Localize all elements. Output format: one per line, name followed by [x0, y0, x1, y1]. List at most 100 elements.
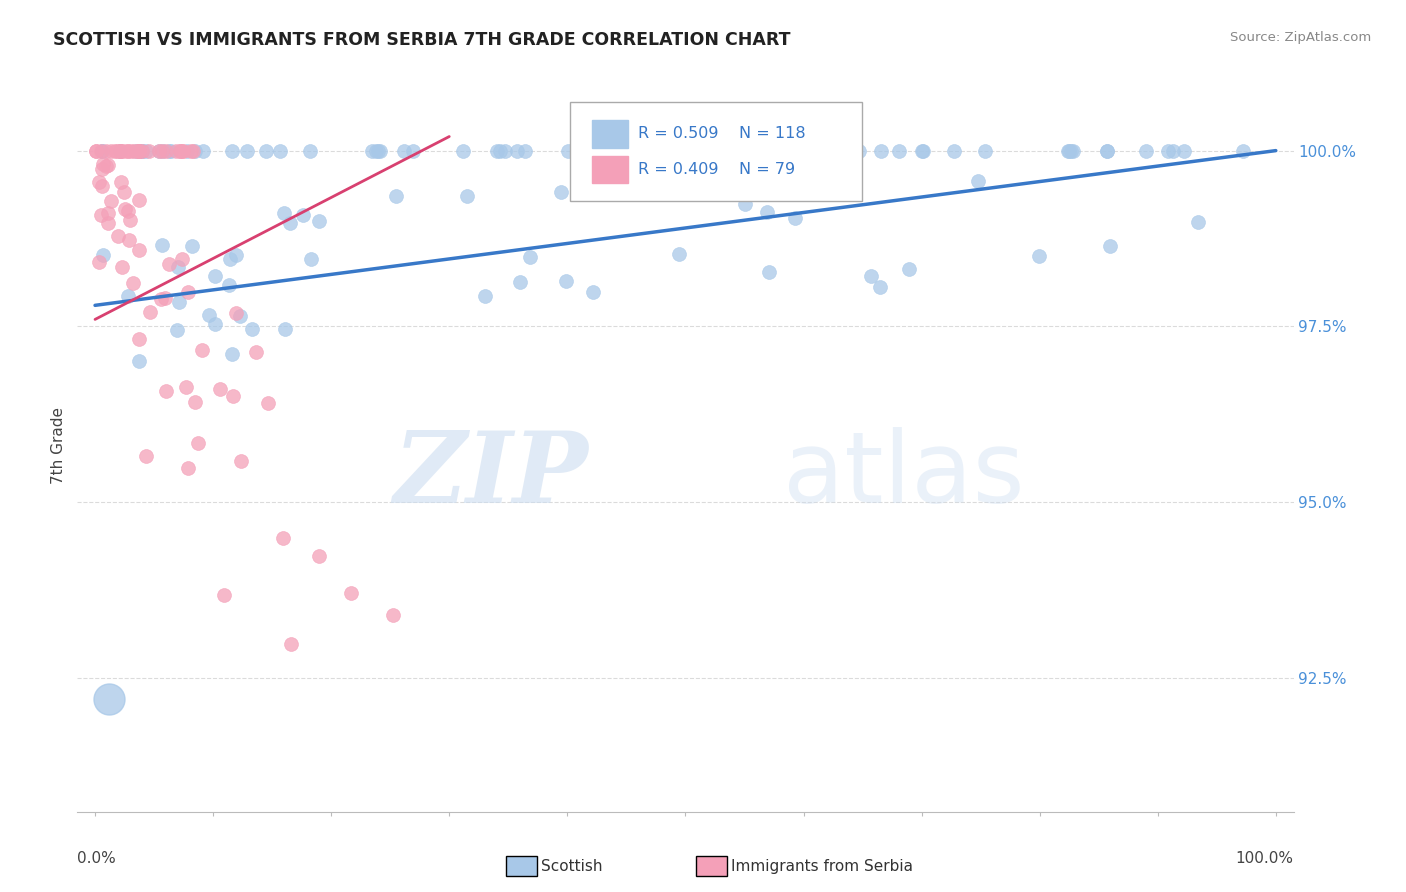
Point	[100, 194, 122, 208]
Point	[131, 144, 153, 158]
Point	[165, 144, 187, 158]
Point	[225, 305, 247, 319]
Text: atlas: atlas	[783, 426, 1025, 524]
FancyBboxPatch shape	[592, 155, 628, 184]
Point	[368, 144, 391, 158]
Text: SCOTTISH VS IMMIGRANTS FROM SERBIA 7TH GRADE CORRELATION CHART: SCOTTISH VS IMMIGRANTS FROM SERBIA 7TH G…	[53, 31, 792, 49]
Point	[107, 228, 129, 243]
Point	[848, 144, 870, 158]
Point	[485, 144, 508, 158]
Point	[117, 289, 139, 303]
Point	[758, 265, 780, 279]
Text: Immigrants from Serbia: Immigrants from Serbia	[731, 859, 912, 873]
Point	[292, 208, 315, 222]
Point	[114, 202, 136, 216]
Point	[869, 279, 891, 293]
Point	[727, 144, 749, 158]
Point	[131, 144, 153, 158]
Point	[1095, 144, 1118, 158]
Point	[97, 216, 120, 230]
Point	[112, 185, 135, 199]
Point	[274, 322, 297, 336]
Point	[172, 144, 194, 158]
Point	[1062, 144, 1084, 158]
Point	[105, 144, 128, 158]
Point	[897, 262, 920, 277]
Point	[229, 454, 252, 468]
Point	[128, 332, 150, 346]
Point	[153, 291, 176, 305]
Point	[84, 144, 107, 158]
Point	[110, 144, 132, 158]
Point	[110, 175, 132, 189]
Point	[1135, 144, 1157, 158]
Point	[135, 144, 157, 158]
Point	[138, 144, 160, 158]
Text: R = 0.409    N = 79: R = 0.409 N = 79	[638, 162, 796, 177]
Point	[280, 637, 302, 651]
Point	[818, 144, 841, 158]
Point	[911, 144, 934, 158]
Point	[131, 144, 153, 158]
Text: Scottish: Scottish	[541, 859, 603, 873]
Point	[169, 144, 191, 158]
Point	[160, 144, 183, 158]
Point	[1060, 144, 1083, 158]
Point	[166, 322, 188, 336]
Point	[138, 305, 160, 319]
Point	[734, 197, 756, 211]
Point	[115, 144, 138, 158]
Point	[135, 449, 157, 463]
Point	[555, 274, 578, 288]
Point	[127, 144, 149, 158]
Y-axis label: 7th Grade: 7th Grade	[51, 408, 66, 484]
Point	[148, 144, 170, 158]
Point	[870, 144, 893, 158]
Point	[887, 144, 910, 158]
Point	[128, 353, 150, 368]
Point	[104, 144, 127, 158]
Point	[150, 144, 173, 158]
Point	[120, 213, 142, 227]
Text: 0.0%: 0.0%	[77, 851, 117, 865]
Point	[167, 295, 190, 310]
Point	[204, 317, 226, 331]
Point	[1057, 144, 1080, 158]
Point	[509, 275, 531, 289]
Point	[254, 144, 277, 158]
Point	[172, 252, 194, 267]
Point	[108, 144, 131, 158]
Point	[308, 549, 330, 563]
Point	[87, 255, 110, 269]
Point	[90, 144, 112, 158]
Point	[117, 203, 139, 218]
Point	[668, 246, 690, 260]
Point	[191, 144, 214, 158]
Point	[118, 233, 141, 247]
Point	[1187, 215, 1209, 229]
Point	[366, 144, 388, 158]
Point	[966, 173, 988, 187]
Point	[128, 243, 150, 257]
Point	[278, 216, 301, 230]
Point	[91, 179, 114, 194]
FancyBboxPatch shape	[592, 120, 628, 147]
Point	[1099, 239, 1122, 253]
Point	[128, 144, 150, 158]
Point	[755, 204, 778, 219]
Point	[776, 144, 799, 158]
Point	[273, 206, 295, 220]
Point	[97, 206, 120, 220]
Point	[392, 144, 415, 158]
Point	[912, 144, 935, 158]
Point	[221, 389, 243, 403]
Point	[150, 238, 173, 252]
Point	[91, 144, 114, 158]
Point	[582, 285, 605, 299]
Point	[157, 257, 180, 271]
Point	[111, 260, 134, 275]
Point	[402, 144, 425, 158]
Point	[474, 288, 496, 302]
Point	[245, 345, 267, 359]
Point	[299, 252, 322, 266]
